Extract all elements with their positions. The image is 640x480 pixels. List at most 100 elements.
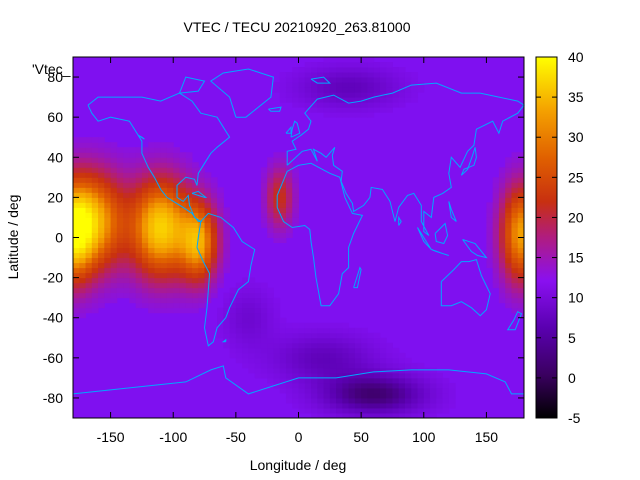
heatmap-cell xyxy=(110,212,118,218)
heatmap-cell xyxy=(229,287,237,294)
heatmap-cell xyxy=(373,107,381,113)
heatmap-cell xyxy=(267,207,274,213)
y-tick-label: 60 xyxy=(47,109,63,125)
heatmap-cell xyxy=(317,382,325,389)
heatmap-cell xyxy=(235,297,243,304)
heatmap-cell xyxy=(116,187,124,193)
y-tick-label: 80 xyxy=(47,69,63,85)
heatmap-cell xyxy=(110,172,118,178)
heatmap-cell xyxy=(398,392,406,399)
heatmap-cell xyxy=(110,297,118,304)
heatmap-cell xyxy=(260,297,268,304)
heatmap-cell xyxy=(505,252,512,259)
heatmap-cell xyxy=(198,262,206,269)
heatmap-cell xyxy=(129,177,137,183)
heatmap-cell xyxy=(304,352,312,359)
heatmap-cell xyxy=(91,252,99,259)
heatmap-cell xyxy=(423,392,431,399)
heatmap-cell xyxy=(304,377,312,384)
heatmap-cell xyxy=(354,87,362,93)
heatmap-cell xyxy=(492,267,500,274)
heatmap-cell xyxy=(198,252,206,259)
heatmap-cell xyxy=(267,187,274,193)
heatmap-cell xyxy=(304,397,312,404)
heatmap-cell xyxy=(392,77,400,83)
heatmap-cell xyxy=(148,267,155,274)
heatmap-cell xyxy=(329,82,337,88)
heatmap-cell xyxy=(285,227,293,233)
heatmap-cell xyxy=(248,277,256,284)
heatmap-cell xyxy=(166,307,174,314)
heatmap-cell xyxy=(223,262,231,269)
heatmap-cell xyxy=(361,372,368,379)
heatmap-cell xyxy=(517,177,525,183)
heatmap-cell xyxy=(311,347,318,354)
heatmap-cell xyxy=(511,167,519,173)
heatmap-cell xyxy=(367,332,375,339)
heatmap-cell xyxy=(386,352,393,359)
heatmap-cell xyxy=(85,237,93,244)
heatmap-cell xyxy=(511,277,519,284)
heatmap-cell xyxy=(110,177,118,183)
heatmap-cell xyxy=(298,92,306,98)
heatmap-cell xyxy=(73,282,80,289)
heatmap-cell xyxy=(104,187,112,193)
heatmap-cell xyxy=(329,97,337,103)
heatmap-cell xyxy=(73,302,80,309)
heatmap-cell xyxy=(123,267,130,274)
heatmap-cell xyxy=(154,182,162,188)
heatmap-cell xyxy=(192,237,199,244)
heatmap-cell xyxy=(348,327,356,334)
heatmap-cell xyxy=(379,412,387,419)
heatmap-cell xyxy=(348,112,356,118)
heatmap-cell xyxy=(79,292,87,299)
heatmap-cell xyxy=(154,282,162,289)
heatmap-cell xyxy=(248,287,256,294)
heatmap-cell xyxy=(242,277,249,284)
coastline-path xyxy=(209,68,274,118)
heatmap-cell xyxy=(166,287,174,294)
heatmap-cell xyxy=(398,382,406,389)
heatmap-cell xyxy=(141,187,149,193)
heatmap-cell xyxy=(73,297,80,304)
heatmap-cell xyxy=(148,247,155,254)
heatmap-cell xyxy=(323,97,331,103)
heatmap-cell xyxy=(511,282,519,289)
heatmap-cell xyxy=(348,72,356,78)
heatmap-cell xyxy=(298,372,306,379)
heatmap-cell xyxy=(185,177,193,183)
heatmap-cell xyxy=(98,147,105,153)
heatmap-cell xyxy=(273,227,281,233)
heatmap-cell xyxy=(367,107,375,113)
heatmap-cell xyxy=(486,212,494,218)
heatmap-cell xyxy=(148,237,155,244)
heatmap-cell xyxy=(217,332,224,339)
coastline-path xyxy=(448,201,457,222)
heatmap-cell xyxy=(304,332,312,339)
heatmap-cell xyxy=(85,282,93,289)
heatmap-cell xyxy=(342,87,350,93)
heatmap-cell xyxy=(185,217,193,223)
heatmap-cell xyxy=(417,362,425,369)
heatmap-cell xyxy=(323,107,331,113)
heatmap-cell xyxy=(323,412,331,419)
heatmap-cell xyxy=(110,162,118,168)
heatmap-cell xyxy=(292,92,299,98)
heatmap-cell xyxy=(285,157,293,163)
heatmap-cell xyxy=(298,67,306,73)
heatmap-cell xyxy=(367,87,375,93)
heatmap-cell xyxy=(311,97,318,103)
heatmap-cell xyxy=(85,297,93,304)
heatmap-cell xyxy=(179,157,187,163)
heatmap-cell xyxy=(154,262,162,269)
heatmap-cell xyxy=(91,167,99,173)
heatmap-cell xyxy=(79,182,87,188)
heatmap-cell xyxy=(398,397,406,404)
heatmap-cell xyxy=(517,212,525,218)
heatmap-cell xyxy=(354,367,362,374)
heatmap-cell xyxy=(198,292,206,299)
heatmap-cell xyxy=(267,352,274,359)
heatmap-cell xyxy=(411,367,419,374)
heatmap-cell xyxy=(110,292,118,299)
heatmap-cell xyxy=(361,407,368,414)
